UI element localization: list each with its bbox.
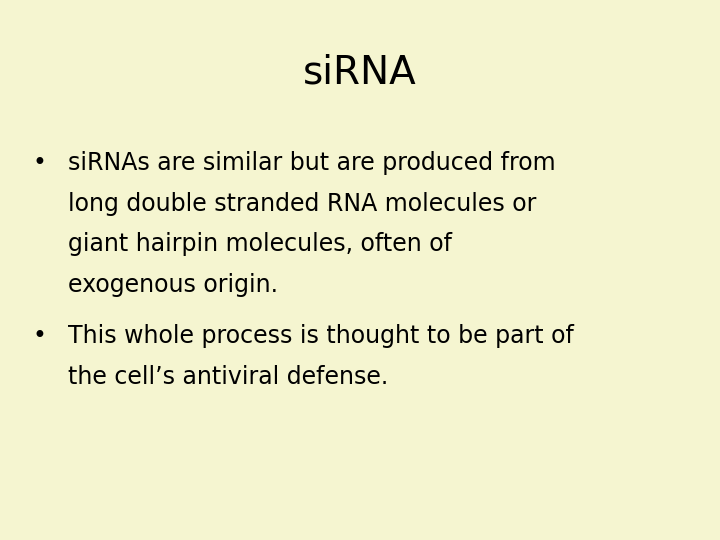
Text: •: • [32,151,47,175]
Text: siRNAs are similar but are produced from: siRNAs are similar but are produced from [68,151,556,175]
Text: giant hairpin molecules, often of: giant hairpin molecules, often of [68,232,452,256]
Text: the cell’s antiviral defense.: the cell’s antiviral defense. [68,364,389,388]
Text: exogenous origin.: exogenous origin. [68,273,279,296]
Text: This whole process is thought to be part of: This whole process is thought to be part… [68,324,575,348]
Text: siRNA: siRNA [303,54,417,92]
Text: •: • [32,324,47,348]
Text: long double stranded RNA molecules or: long double stranded RNA molecules or [68,192,537,215]
